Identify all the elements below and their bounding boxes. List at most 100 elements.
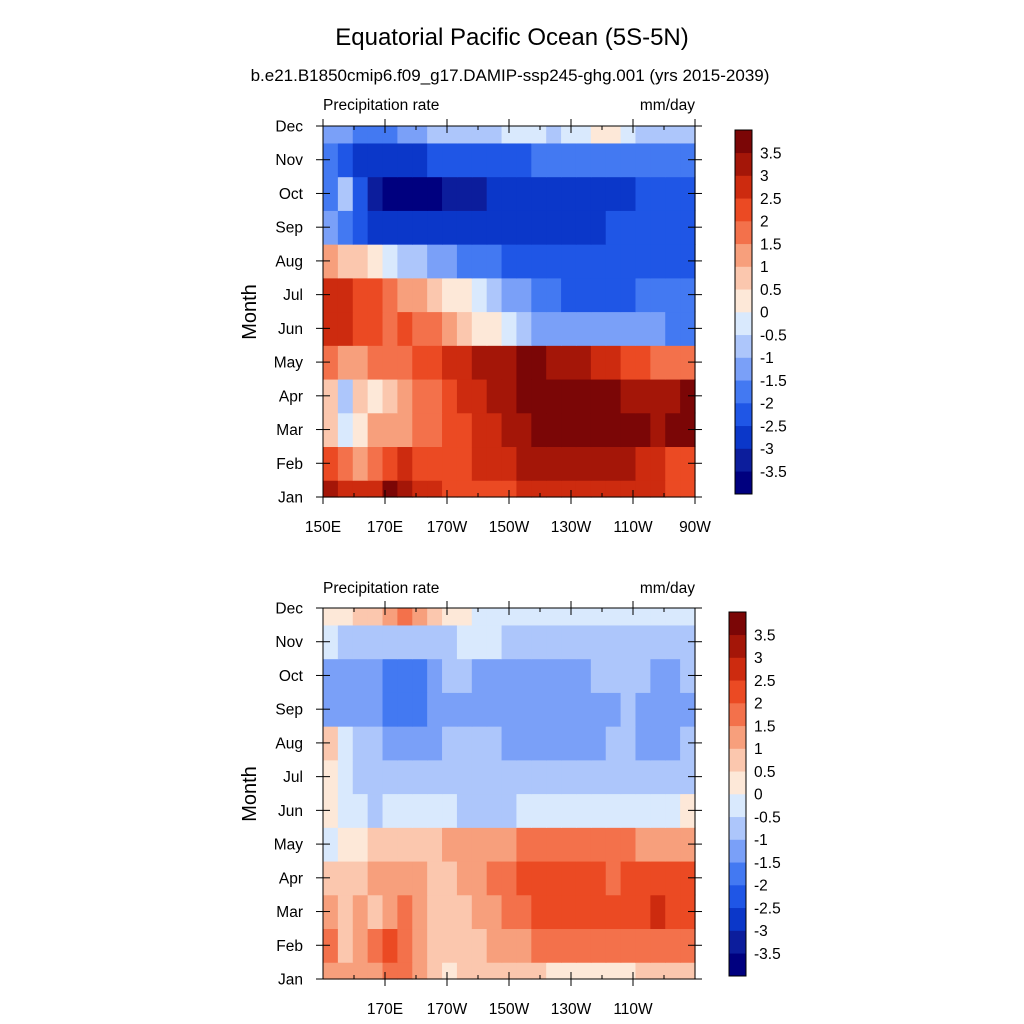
heatmap-cell [620, 928, 637, 963]
heatmap-cell [620, 608, 637, 626]
heatmap-cell [620, 827, 637, 862]
heatmap-cell [427, 624, 443, 660]
y-tick-label: Jan [278, 972, 303, 989]
heatmap-cell [575, 860, 592, 896]
heatmap-cell [635, 624, 651, 660]
x-tick-label: 130W [551, 519, 592, 536]
heatmap-cell [337, 928, 354, 963]
heatmap-cell [665, 692, 681, 727]
units-label: mm/day [640, 97, 695, 114]
y-tick-label: Sep [275, 220, 303, 237]
heatmap-cell [442, 244, 458, 279]
heatmap-cell [575, 827, 592, 862]
heatmap-cell [605, 793, 622, 828]
y-tick-label: Feb [276, 938, 303, 955]
heatmap-cell [397, 345, 413, 380]
heatmap-cell [635, 793, 651, 828]
y-tick-label: Feb [276, 456, 303, 473]
heatmap-cell [501, 608, 518, 626]
heatmap-cell [323, 928, 339, 963]
heatmap-cell [516, 726, 532, 761]
heatmap-cell [442, 827, 458, 862]
heatmap-cell [531, 608, 547, 626]
heatmap-cell [501, 624, 518, 660]
heatmap-cell [397, 759, 413, 795]
heatmap-cell [397, 894, 413, 930]
heatmap-cell [337, 126, 354, 144]
heatmap-cell [680, 793, 696, 828]
heatmap-cell [382, 793, 398, 828]
heatmap-cell [352, 378, 369, 414]
heatmap-cell [680, 860, 696, 896]
heatmap-cell [427, 412, 443, 448]
heatmap-cell [546, 176, 562, 211]
heatmap-cell [575, 894, 592, 930]
heatmap-cell [471, 793, 488, 828]
heatmap-cell [382, 311, 398, 346]
heatmap-cell [605, 860, 622, 896]
heatmap-cell [352, 244, 369, 279]
heatmap-cell [367, 759, 384, 795]
heatmap-cell [382, 894, 398, 930]
y-axis-label: Month [239, 766, 261, 822]
x-tick-label: 170E [367, 1001, 403, 1018]
heatmap-cell [635, 928, 651, 963]
heatmap-cell [352, 311, 369, 346]
heatmap-cell [397, 210, 413, 245]
heatmap-cell [456, 176, 473, 211]
heatmap-cell [531, 658, 547, 693]
heatmap-cell [471, 759, 488, 795]
heatmap-cell [680, 446, 696, 481]
heatmap-cell [456, 894, 473, 930]
heatmap-cell [501, 860, 518, 896]
heatmap-cell [680, 126, 696, 144]
y-tick-label: Apr [279, 870, 303, 887]
heatmap-cell [397, 726, 413, 761]
heatmap-cell [575, 928, 592, 963]
heatmap-cell [412, 244, 428, 279]
colorbar-swatch [735, 175, 752, 199]
heatmap-cell [620, 759, 637, 795]
heatmap-cell [382, 277, 398, 313]
heatmap-cell [486, 608, 503, 626]
colorbar-swatch [735, 425, 752, 449]
heatmap-cell [620, 692, 637, 727]
heatmap-cell [442, 378, 458, 414]
heatmap-cell [397, 142, 413, 178]
heatmap-cell [590, 142, 607, 178]
heatmap-cell [323, 726, 339, 761]
heatmap-cell [456, 658, 473, 693]
heatmap-cell [382, 480, 398, 498]
heatmap-cell [516, 624, 532, 660]
colorbar-label: 3.5 [754, 627, 776, 644]
heatmap-cell [456, 378, 473, 414]
heatmap-cell [367, 176, 384, 211]
heatmap-cell [367, 962, 384, 980]
heatmap-cell [471, 928, 488, 963]
heatmap-cell [665, 311, 681, 346]
heatmap-cell [546, 244, 562, 279]
heatmap-cell [650, 692, 666, 727]
heatmap-cell [323, 608, 339, 626]
heatmap-cell [531, 624, 547, 660]
heatmap-cell [665, 860, 681, 896]
heatmap-cell [590, 210, 607, 245]
heatmap-cell [561, 210, 577, 245]
heatmap-cell [561, 962, 577, 980]
colorbar-swatch [729, 771, 746, 795]
colorbar-label: 1 [760, 259, 769, 276]
heatmap-cell [531, 928, 547, 963]
colorbar-frame [728, 611, 747, 977]
heatmap-cell [456, 142, 473, 178]
heatmap-cell [412, 412, 428, 448]
heatmap-cell [352, 759, 369, 795]
heatmap-cell [680, 962, 696, 980]
heatmap-cell [665, 928, 681, 963]
heatmap-cell [516, 759, 532, 795]
heatmap-cell [337, 446, 354, 481]
heatmap-cell [575, 311, 592, 346]
heatmap-cell [382, 378, 398, 414]
heatmap-cell [516, 412, 532, 448]
heatmap-cell [397, 928, 413, 963]
